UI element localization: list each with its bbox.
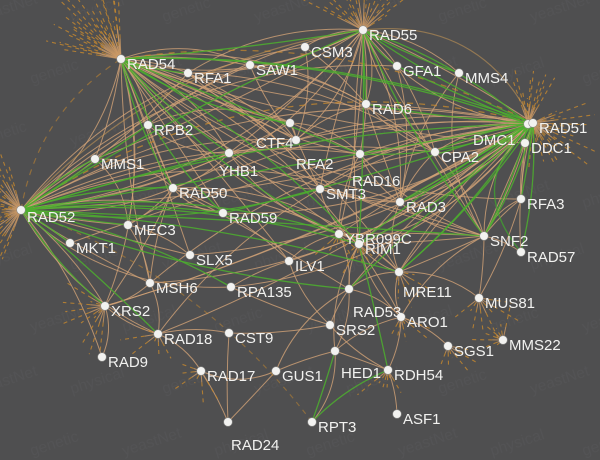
svg-text:yeastNet: yeastNet	[580, 301, 600, 336]
svg-text:genetic: genetic	[28, 56, 81, 88]
svg-text:yeastNet: yeastNet	[0, 363, 40, 398]
svg-text:physical: physical	[68, 0, 127, 26]
svg-text:yeastNet: yeastNet	[0, 0, 40, 26]
svg-text:yeastNet: yeastNet	[528, 0, 592, 26]
svg-text:yeastNet: yeastNet	[252, 0, 316, 26]
svg-text:physical: physical	[580, 178, 600, 211]
svg-text:physical: physical	[488, 426, 547, 459]
svg-text:yeastNet: yeastNet	[396, 425, 460, 460]
svg-text:genetic: genetic	[436, 366, 489, 398]
svg-text:genetic: genetic	[580, 56, 600, 88]
svg-text:genetic: genetic	[160, 0, 213, 26]
svg-text:genetic: genetic	[28, 428, 81, 460]
svg-text:genetic: genetic	[580, 428, 600, 460]
svg-text:genetic: genetic	[436, 0, 489, 26]
svg-text:genetic: genetic	[0, 118, 29, 150]
svg-text:yeastNet: yeastNet	[528, 363, 592, 398]
svg-text:yeastNet: yeastNet	[28, 301, 92, 336]
svg-text:yeastNet: yeastNet	[120, 425, 184, 460]
